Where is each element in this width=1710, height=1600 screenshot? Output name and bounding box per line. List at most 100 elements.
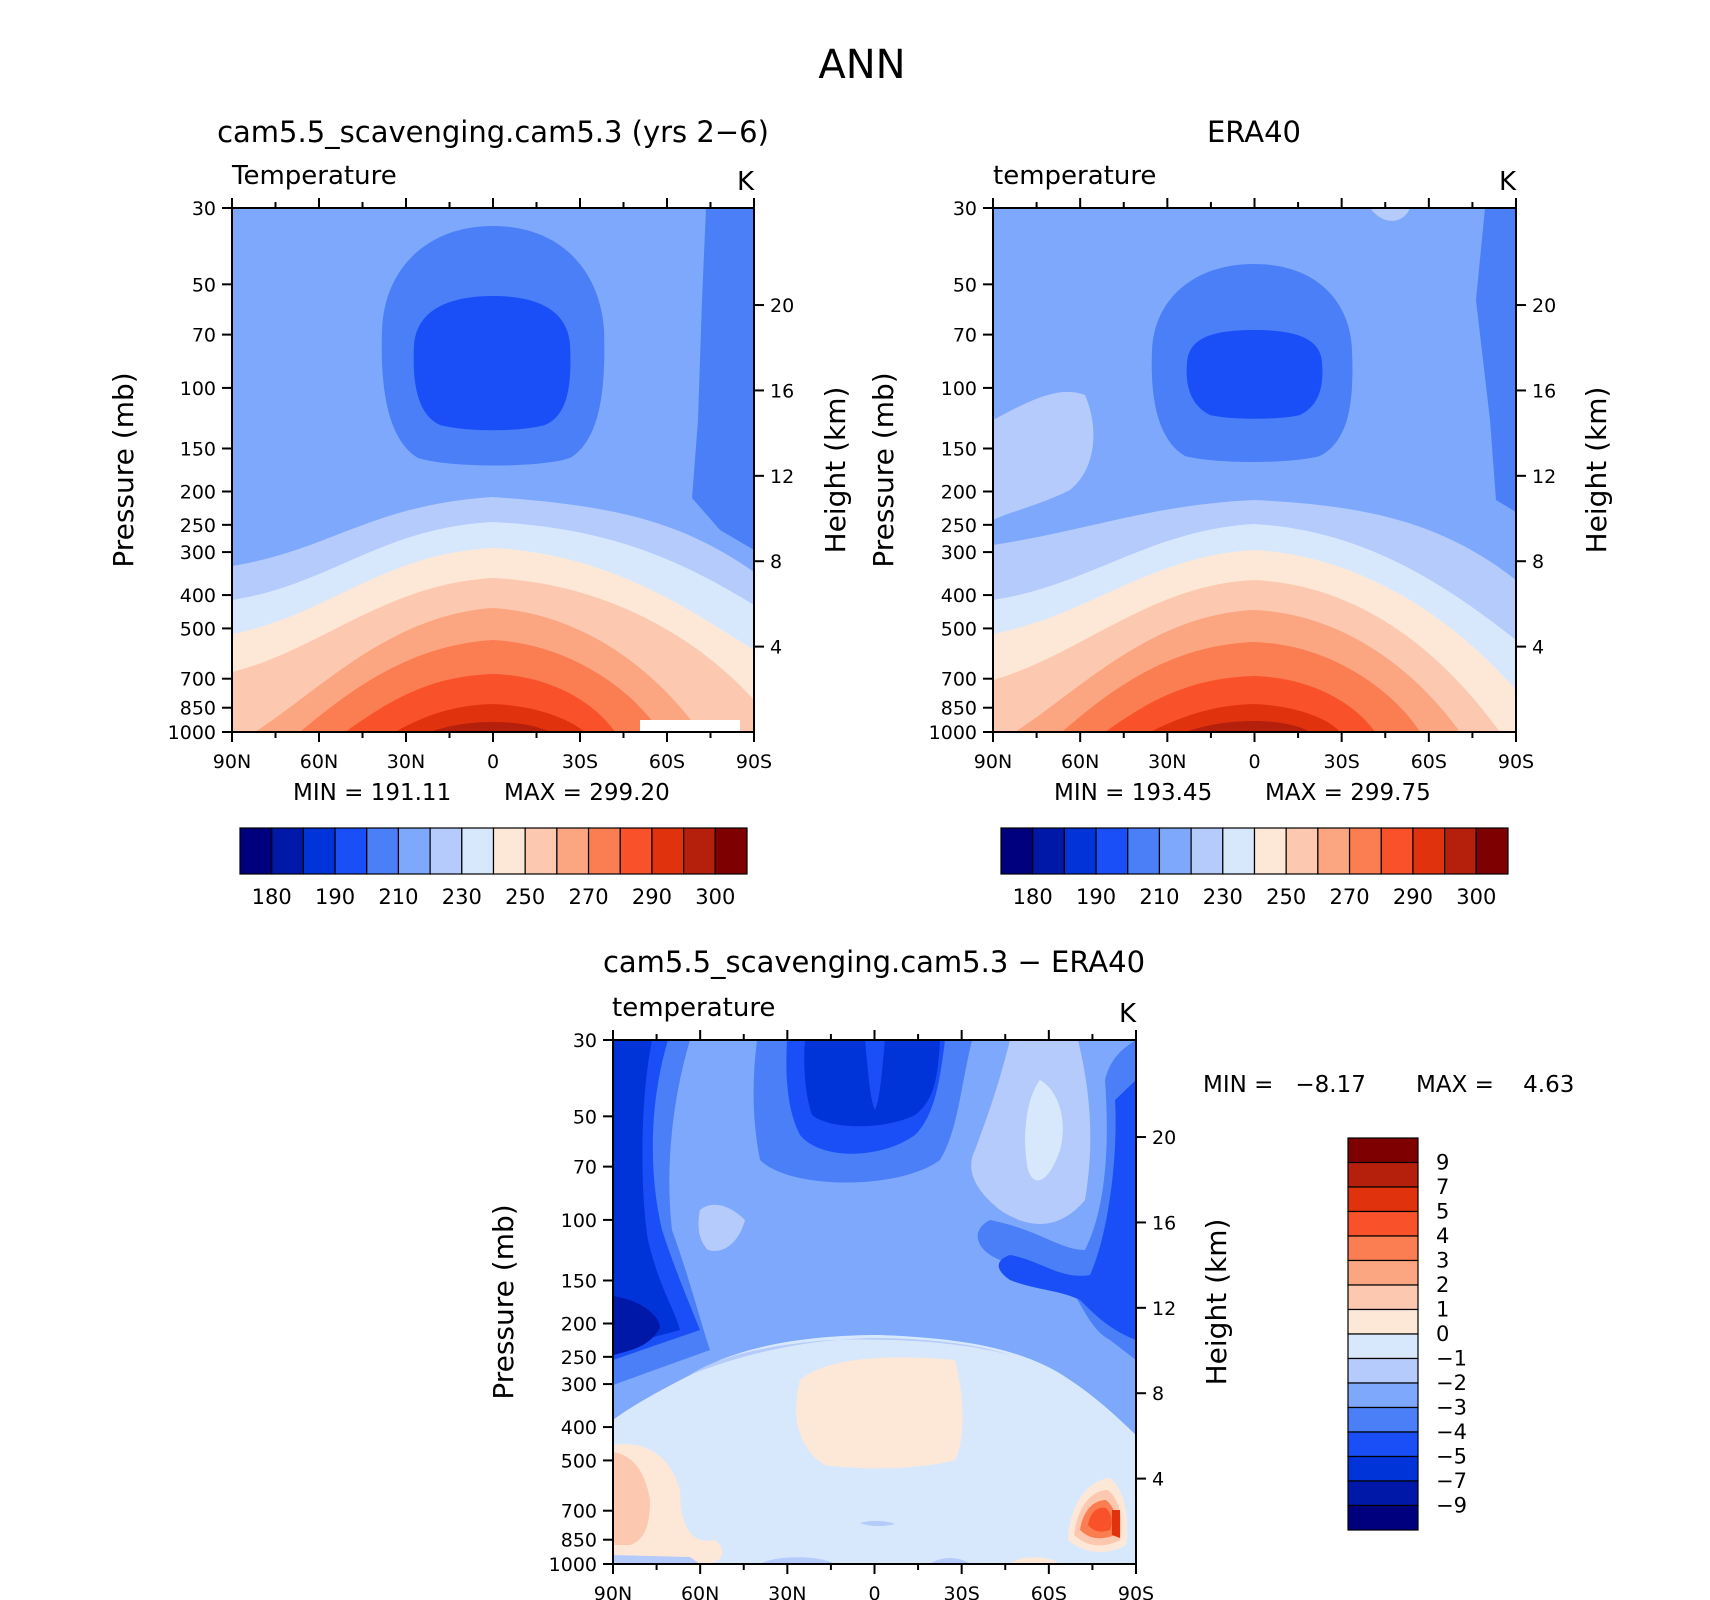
colorbar-box (1000, 827, 1034, 875)
colorbar-box (1347, 1259, 1419, 1286)
colorbar-box (1032, 827, 1065, 875)
height-tick-label: 4 (1532, 637, 1544, 659)
panel-diff-variable: temperature (612, 993, 775, 1023)
lat-tick-label: 0 (487, 751, 499, 773)
panel-obs-min: MIN = 193.45 (1054, 780, 1212, 806)
lat-tick-label: 30N (1148, 751, 1186, 773)
lat-tick-label: 90S (1118, 1583, 1154, 1600)
lat-tick-label: 60S (649, 751, 685, 773)
height-tick-label: 4 (770, 637, 782, 659)
height-tick-label: 8 (1152, 1383, 1164, 1405)
colorbar-box (1380, 827, 1414, 875)
colorbar-label: 2 (1436, 1273, 1449, 1297)
panel-model-max: MAX = 299.20 (504, 780, 670, 806)
panel-diff-left-warm2 (613, 1452, 650, 1545)
colorbar-box (1347, 1161, 1419, 1188)
panel-model: cam5.5_scavenging.cam5.3 (yrs 2−6) Tempe… (107, 115, 852, 909)
panel-diff-bottom-warm-r (1010, 1557, 1060, 1564)
colorbar-label: 7 (1436, 1175, 1449, 1199)
height-tick-label: 20 (770, 295, 794, 317)
lat-tick-label: 30S (1324, 751, 1360, 773)
colorbar-box (1253, 827, 1287, 875)
pressure-tick-label: 850 (941, 698, 977, 720)
panel-diff-south-warm4 (1088, 1507, 1112, 1532)
panel-diff-title: cam5.5_scavenging.cam5.3 − ERA40 (603, 945, 1145, 979)
pressure-tick-label: 250 (561, 1347, 597, 1369)
pressure-tick-label: 400 (561, 1417, 597, 1439)
colorbar-label: 1 (1436, 1298, 1449, 1322)
panel-obs-title: ERA40 (1207, 115, 1301, 149)
pressure-tick-label: 850 (561, 1530, 597, 1552)
pressure-tick-label: 70 (573, 1157, 597, 1179)
pressure-tick-label: 850 (180, 698, 216, 720)
pressure-tick-label: 250 (941, 515, 977, 537)
panel-obs-units: K (1499, 167, 1517, 197)
lat-tick-label: 60N (681, 1583, 719, 1600)
colorbar-label: 9 (1436, 1151, 1449, 1175)
colorbar-box (1347, 1210, 1419, 1237)
lat-tick-label: 90N (594, 1583, 632, 1600)
panel-diff-ylabel-right: Height (km) (1200, 1219, 1233, 1386)
colorbar-label: −9 (1436, 1494, 1467, 1518)
pressure-tick-label: 500 (941, 618, 977, 640)
colorbar-label: 180 (252, 885, 292, 909)
colorbar-box (714, 827, 748, 875)
colorbar-box (1444, 827, 1477, 875)
height-tick-label: 20 (1532, 295, 1556, 317)
panel-diff-small-light-patch (698, 1204, 745, 1251)
colorbar-box (1347, 1382, 1419, 1409)
colorbar-label: 210 (378, 885, 418, 909)
pressure-tick-label: 200 (941, 481, 977, 503)
height-tick-label: 12 (1532, 466, 1556, 488)
pressure-tick-label: 500 (180, 618, 216, 640)
colorbar-label: −3 (1436, 1396, 1467, 1420)
panel-diff-trop-warm (796, 1357, 963, 1469)
lat-tick-label: 60N (300, 751, 338, 773)
colorbar-label: 210 (1139, 885, 1179, 909)
lat-tick-label: 0 (1248, 751, 1260, 773)
panel-diff-min: MIN = −8.17 (1203, 1072, 1366, 1098)
height-tick-label: 16 (1532, 380, 1556, 402)
panel-diff-max: MAX = 4.63 (1416, 1072, 1574, 1098)
colorbar-label: 250 (1266, 885, 1306, 909)
panel-model-ylabel: Pressure (mb) (107, 372, 140, 567)
lat-tick-label: 60N (1061, 751, 1099, 773)
pressure-tick-label: 100 (561, 1210, 597, 1232)
panel-diff-polar-cold-n4 (613, 1296, 660, 1355)
pressure-tick-label: 400 (180, 585, 216, 607)
lat-tick-label: 30N (387, 751, 425, 773)
colorbar-label: −4 (1436, 1420, 1467, 1444)
panel-model-colorbar: 180 190 210 230 250 270 290 300 (239, 827, 748, 909)
colorbar-box (524, 827, 558, 875)
panel-model-contours (232, 208, 754, 732)
colorbar-box (1285, 827, 1319, 875)
pressure-tick-label: 1000 (168, 722, 216, 744)
lat-tick-label: 30N (768, 1583, 806, 1600)
pressure-tick-label: 70 (953, 325, 977, 347)
colorbar-label: 180 (1013, 885, 1053, 909)
colorbar-box (1347, 1504, 1419, 1531)
colorbar-box (1190, 827, 1224, 875)
colorbar-box (1347, 1333, 1419, 1360)
lat-tick-label: 90N (213, 751, 251, 773)
panel-diff-right-cold2 (998, 1080, 1136, 1340)
panel-model-missing (640, 720, 740, 732)
pressure-tick-label: 700 (180, 669, 216, 691)
panel-model-variable: Temperature (231, 161, 397, 191)
pressure-tick-label: 250 (180, 515, 216, 537)
colorbar-label: 270 (569, 885, 609, 909)
lat-tick-label: 60S (1411, 751, 1447, 773)
colorbar-box (1158, 827, 1192, 875)
panel-obs-max: MAX = 299.75 (1265, 780, 1431, 806)
panel-diff-ylabel: Pressure (mb) (487, 1204, 520, 1399)
colorbar-box (461, 827, 495, 875)
colorbar-label: 5 (1436, 1200, 1449, 1224)
pressure-tick-label: 50 (573, 1106, 597, 1128)
height-tick-label: 4 (1152, 1469, 1164, 1491)
height-tick-label: 20 (1152, 1127, 1176, 1149)
panel-obs-strat-cold2 (1186, 330, 1323, 419)
panel-diff-bottom-cold (613, 1555, 700, 1564)
panel-diff: cam5.5_scavenging.cam5.3 − ERA40 tempera… (487, 945, 1574, 1600)
colorbar-box (1347, 1284, 1419, 1311)
